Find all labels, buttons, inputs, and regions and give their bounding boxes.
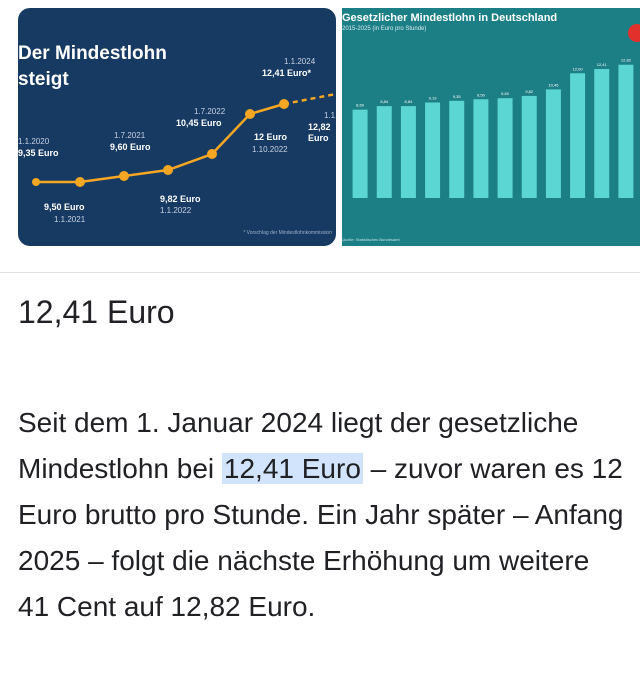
- answer-text-part2: – zuvor waren es 12 Euro brutto pro Stun…: [18, 453, 624, 622]
- wage-trend-projection: [283, 92, 336, 106]
- bar-11: [618, 64, 634, 198]
- bar-value-label-0: 8,50: [356, 103, 365, 108]
- bar-0: [352, 109, 368, 198]
- bar-chart-title: Gesetzlicher Mindestlohn in Deutschland: [342, 12, 558, 24]
- bar-chart-subtitle: 2015-2025 (in Euro pro Stunde): [342, 26, 427, 32]
- point-2021-07: [119, 171, 129, 181]
- label-date-2024: 1.1.2024: [284, 57, 316, 66]
- label-date-2021-07: 1.7.2021: [114, 131, 146, 140]
- minimum-wage-line-chart: [32, 92, 336, 187]
- bar-1: [376, 106, 392, 198]
- label-date-2020: 1.1.2020: [18, 137, 50, 146]
- bar-value-label-4: 9,35: [453, 94, 462, 99]
- bar-value-label-7: 9,82: [525, 89, 534, 94]
- label-date-2022-07: 1.7.2022: [194, 107, 226, 116]
- bar-2: [400, 106, 416, 198]
- bar-value-label-5: 9,50: [477, 92, 486, 97]
- answer-text-part1: Seit dem 1. Januar 2024 liegt der gesetz…: [18, 407, 579, 484]
- bar-10: [594, 69, 610, 198]
- featured-answer-text: Seit dem 1. Januar 2024 liegt der gesetz…: [18, 400, 628, 630]
- point-2022-01: [163, 165, 173, 175]
- bar-9: [570, 73, 586, 198]
- bar-6: [497, 98, 513, 198]
- featured-answer-title: 12,41 Euro: [18, 294, 175, 330]
- bar-7: [521, 95, 537, 198]
- bar-value-label-3: 9,19: [429, 95, 438, 100]
- label-amount-2022-07: 10,45 Euro: [176, 118, 222, 128]
- bar-chart-source: Quelle: Statistisches Bundesamt: [342, 237, 400, 242]
- chart-title-line2: steigt: [18, 69, 69, 90]
- point-2020: [32, 178, 40, 186]
- answer-highlight: 12,41 Euro: [221, 453, 363, 484]
- label-amount-2022-01: 9,82 Euro: [160, 194, 201, 204]
- bar-value-label-9: 12,00: [573, 66, 584, 71]
- point-2024-01: [279, 99, 289, 109]
- publisher-logo: [628, 24, 640, 42]
- label-date-2022-01: 1.1.2022: [160, 206, 192, 215]
- label-amount-2025: 12,82 Euro: [308, 122, 331, 143]
- bar-value-label-6: 9,60: [501, 91, 510, 96]
- chart-title: Der Mindestlohn: [18, 43, 167, 64]
- bar-value-label-2: 8,84: [405, 99, 414, 104]
- bar-5: [473, 99, 489, 198]
- bar-8: [545, 89, 561, 198]
- bar-chart-bars: 8,50 8,84 8,84 9,19 9,35 9,50 9,60 9,82 10,45 12,…: [352, 58, 634, 198]
- bar-4: [449, 100, 465, 198]
- label-amount-2024: 12,41 Euro*: [262, 68, 312, 78]
- label-date-2021-01: 1.1.2021: [54, 215, 86, 224]
- image-results-strip: Der Mindestlohn steigt 1.1.2020 9,35 Eur…: [0, 0, 640, 262]
- label-amount-2021-07: 9,60 Euro: [110, 142, 151, 152]
- section-divider: [0, 272, 640, 273]
- bar-value-label-10: 12,41: [597, 62, 608, 67]
- label-date-2022-10: 1.10.2022: [252, 145, 288, 154]
- image-result-bar-chart[interactable]: Gesetzlicher Mindestlohn in Deutschland …: [342, 8, 640, 246]
- bar-value-label-8: 10,45: [548, 82, 559, 87]
- image-result-mindestlohn-chart[interactable]: Der Mindestlohn steigt 1.1.2020 9,35 Eur…: [18, 8, 336, 246]
- chart-footnote: * Vorschlag der Mindestlohnkommission: [243, 230, 332, 236]
- label-amount-2020: 9,35 Euro: [18, 148, 59, 158]
- label-amount-2021-01: 9,50 Euro: [44, 202, 85, 212]
- label-amount-2022-10: 12 Euro: [254, 132, 288, 142]
- bar-value-label-1: 8,84: [380, 99, 389, 104]
- point-2021-01: [75, 177, 85, 187]
- bar-value-label-11: 12,82: [621, 58, 632, 63]
- point-2022-10: [245, 109, 255, 119]
- point-2022-07: [207, 149, 217, 159]
- label-date-2025: 1.1.2025: [324, 111, 336, 120]
- bar-3: [425, 102, 441, 198]
